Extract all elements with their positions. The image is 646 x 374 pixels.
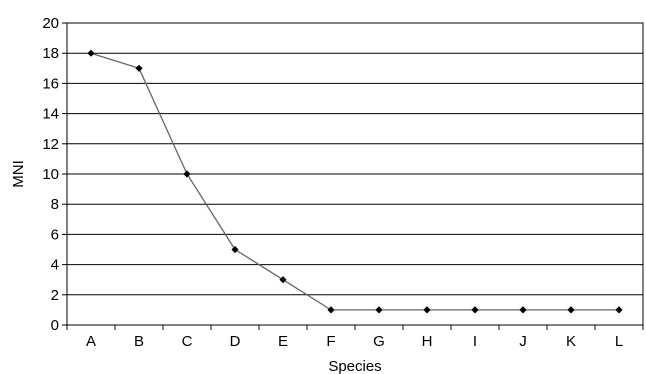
data-point-H xyxy=(423,306,431,314)
y-tick-label-18: 18 xyxy=(42,45,59,62)
x-axis-ticks: A B C D E F G H I J K L xyxy=(66,325,644,350)
series-line-0 xyxy=(90,52,619,311)
x-tick-label-E: E xyxy=(278,333,288,350)
data-point-K xyxy=(567,306,575,314)
x-tick-label-C: C xyxy=(182,333,193,350)
x-tick-label-B: B xyxy=(134,333,144,350)
x-tick-label-D: D xyxy=(230,333,241,350)
plot-frame xyxy=(66,22,644,326)
x-tick-label-F: F xyxy=(326,333,335,350)
y-tick-label-4: 4 xyxy=(51,257,59,274)
x-tick-label-H: H xyxy=(422,333,433,350)
data-point-C xyxy=(183,170,191,178)
x-tick-label-I: I xyxy=(473,333,477,350)
y-tick-label-20: 20 xyxy=(42,15,59,32)
data-point-D xyxy=(231,245,239,254)
y-tick-label-14: 14 xyxy=(42,106,59,123)
grid-lines xyxy=(67,52,643,296)
data-point-F xyxy=(327,306,335,314)
x-axis-title: Species xyxy=(328,358,381,374)
x-tick-label-A: A xyxy=(86,333,96,350)
y-tick-label-0: 0 xyxy=(51,317,59,334)
data-point-I xyxy=(471,306,479,314)
data-point-A xyxy=(87,49,95,57)
data-point-E xyxy=(279,276,287,284)
y-axis-ticks: 0 2 4 6 8 10 12 14 16 18 20 xyxy=(42,15,67,334)
y-tick-label-2: 2 xyxy=(51,287,59,304)
x-tick-label-G: G xyxy=(373,333,385,350)
y-tick-label-10: 10 xyxy=(42,166,59,183)
data-point-J xyxy=(519,306,527,314)
x-tick-label-L: L xyxy=(615,333,623,350)
y-axis-title: MNI xyxy=(10,160,27,188)
x-tick-label-K: K xyxy=(566,333,576,350)
data-point-B xyxy=(135,64,143,72)
y-tick-label-12: 12 xyxy=(42,136,59,153)
y-tick-label-8: 8 xyxy=(51,196,59,213)
x-tick-label-J: J xyxy=(519,333,527,350)
y-tick-label-6: 6 xyxy=(51,226,59,243)
y-tick-label-16: 16 xyxy=(42,75,59,92)
data-point-L xyxy=(615,306,623,314)
data-point-G xyxy=(375,306,383,314)
series-group xyxy=(87,49,623,314)
